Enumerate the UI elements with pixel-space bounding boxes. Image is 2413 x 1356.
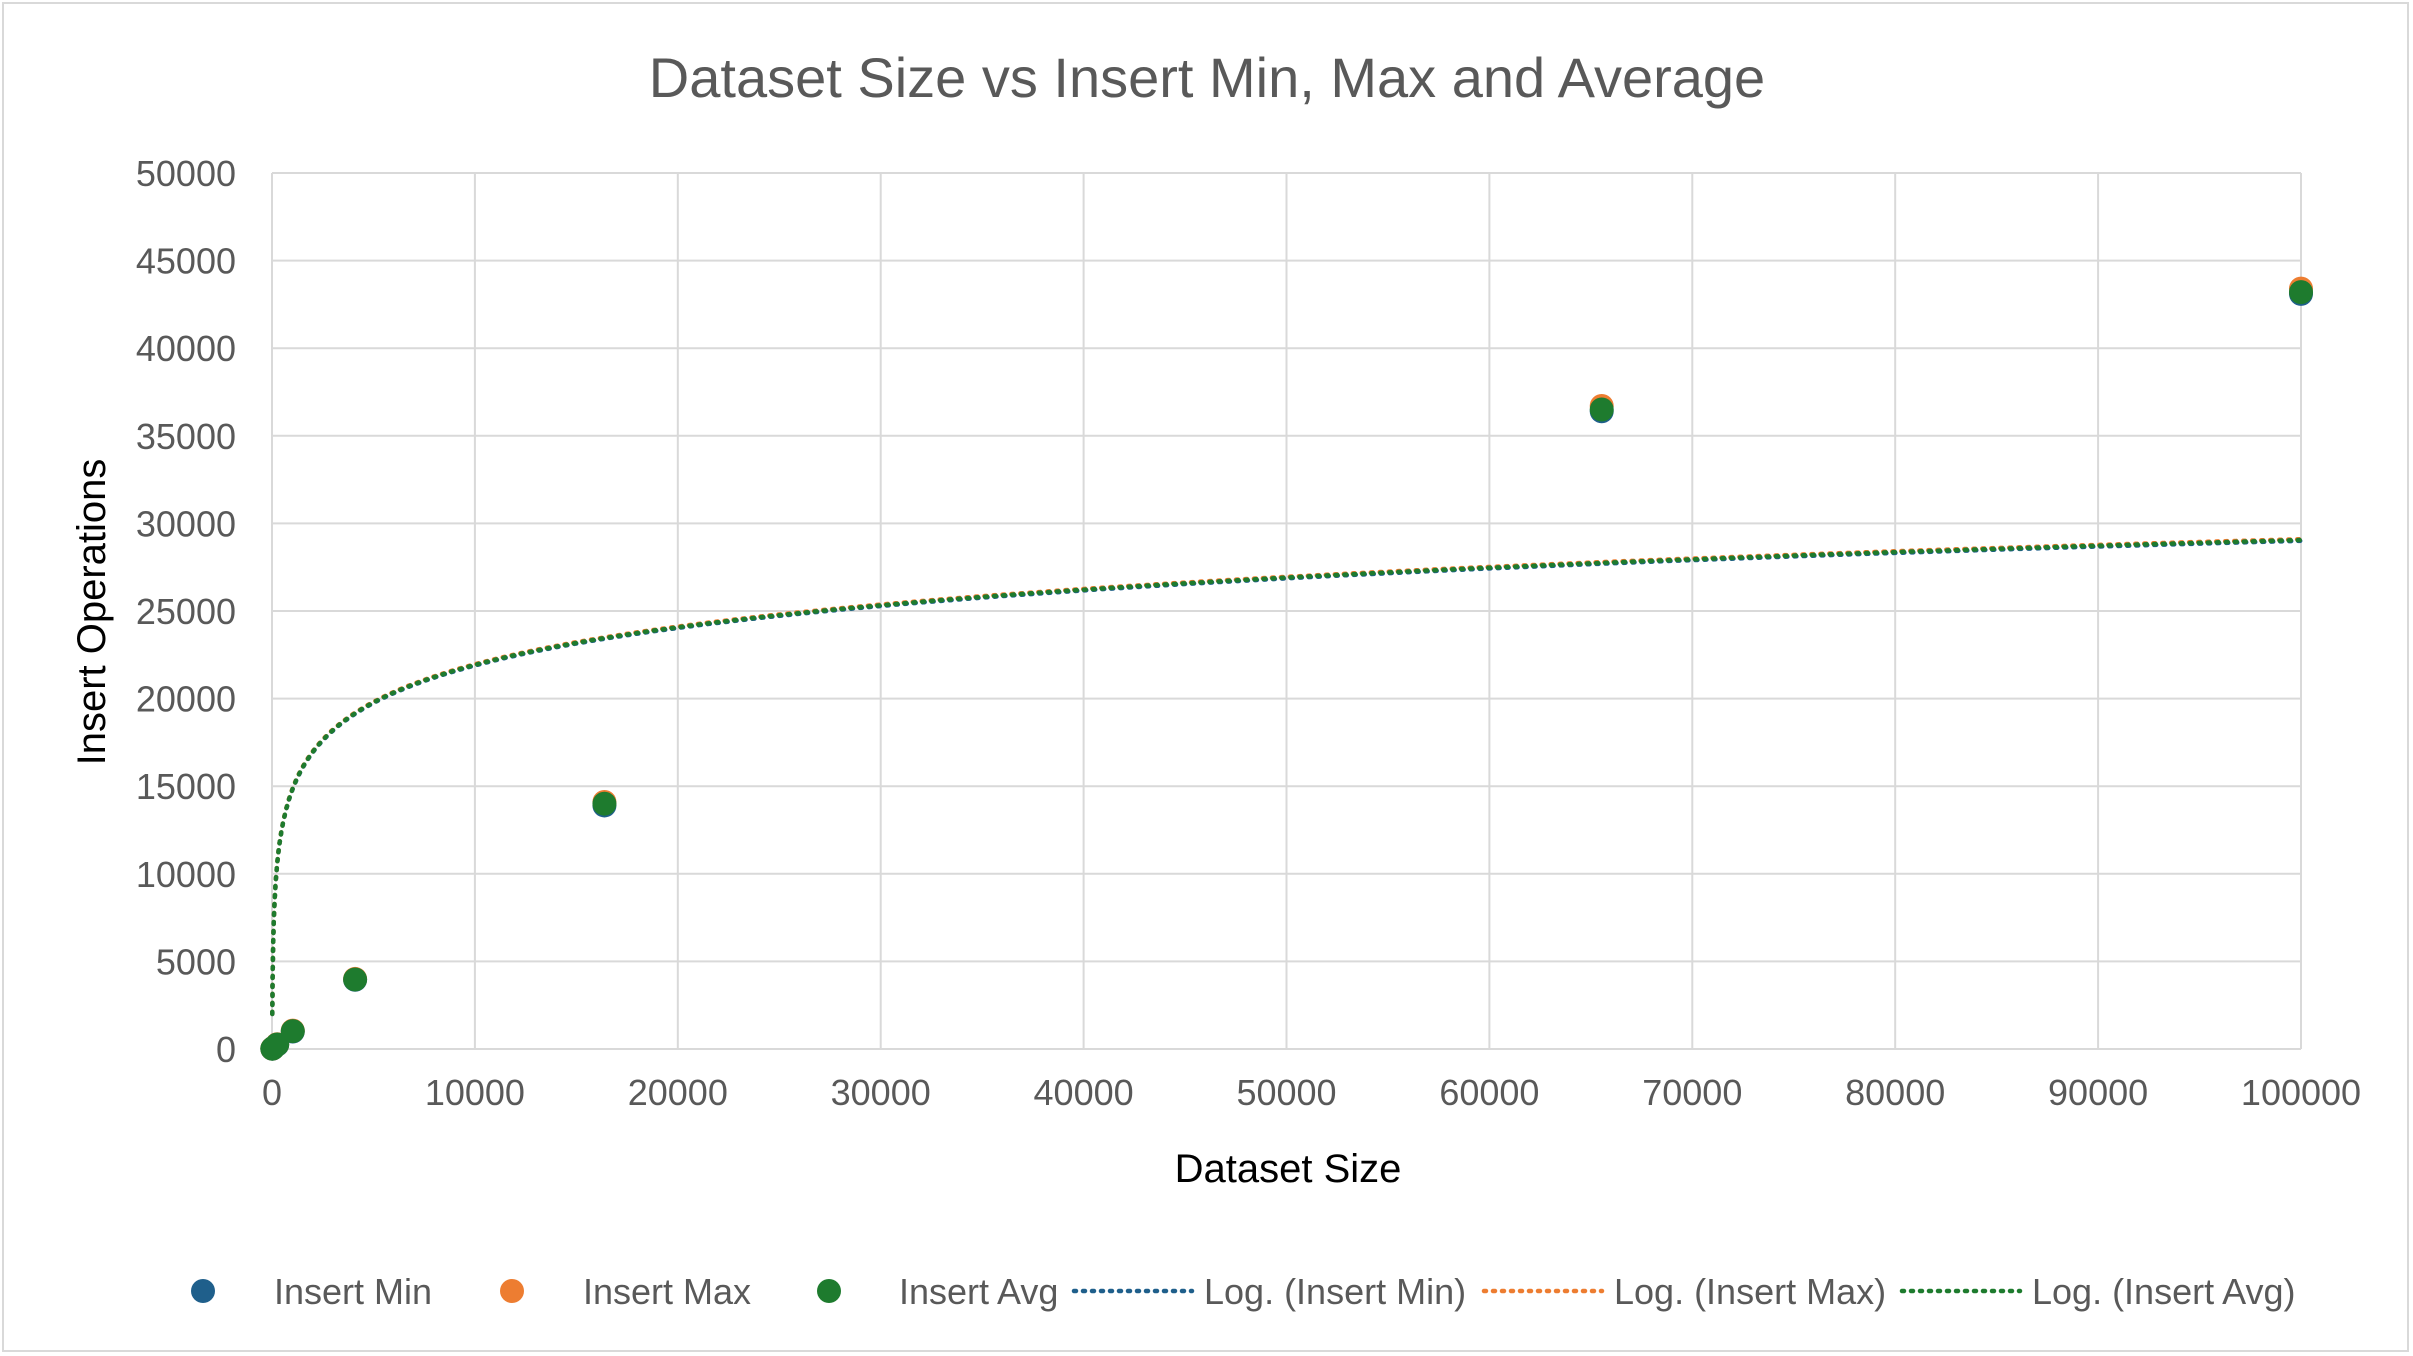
- y-tick-label: 15000: [136, 766, 236, 807]
- y-tick-label: 5000: [156, 941, 236, 982]
- x-tick-label: 0: [262, 1072, 282, 1113]
- y-tick-label: 0: [216, 1029, 236, 1070]
- y-tick-label: 50000: [136, 153, 236, 194]
- x-tick-label: 50000: [1236, 1072, 1336, 1113]
- legend-marker-insert-max: [500, 1279, 524, 1303]
- trendline-log-insert-avg: [270, 537, 2304, 1017]
- y-tick-label: 20000: [136, 679, 236, 720]
- x-tick-label: 30000: [831, 1072, 931, 1113]
- point-insert-avg: [1589, 397, 1614, 422]
- point-insert-avg: [592, 791, 617, 816]
- x-tick-label: 80000: [1845, 1072, 1945, 1113]
- chart-title: Dataset Size vs Insert Min, Max and Aver…: [649, 46, 1765, 109]
- trendlines: [270, 536, 2304, 1017]
- point-insert-avg: [343, 967, 368, 992]
- y-axis-title: Insert Operations: [70, 459, 114, 766]
- y-tick-label: 30000: [136, 503, 236, 544]
- tick-labels: 0 10000 20000 30000 40000 50000 60000 70000 8000…: [136, 153, 2361, 1113]
- x-tick-label: 90000: [2048, 1072, 2148, 1113]
- legend-label-log-insert-avg: Log. (Insert Avg): [2032, 1271, 2295, 1312]
- x-axis-title: Dataset Size: [1175, 1147, 1402, 1191]
- x-tick-label: 20000: [628, 1072, 728, 1113]
- x-tick-label: 70000: [1642, 1072, 1742, 1113]
- x-tick-label: 60000: [1439, 1072, 1539, 1113]
- data-points: [260, 276, 2313, 1061]
- grid: [271, 172, 2302, 1050]
- y-tick-label: 10000: [136, 854, 236, 895]
- point-insert-avg: [265, 1032, 290, 1057]
- legend-label-insert-max: Insert Max: [583, 1271, 751, 1312]
- point-insert-avg: [2289, 280, 2313, 305]
- legend: Insert Min Insert Max Insert Avg Log. (Inse…: [191, 1271, 2295, 1312]
- point-insert-avg: [280, 1019, 305, 1044]
- y-tick-label: 45000: [136, 241, 236, 282]
- legend-marker-insert-avg: [817, 1279, 841, 1303]
- x-tick-label: 10000: [425, 1072, 525, 1113]
- y-tick-label: 35000: [136, 416, 236, 457]
- y-tick-label: 25000: [136, 591, 236, 632]
- legend-marker-insert-min: [191, 1279, 215, 1303]
- chart-svg: Dataset Size vs Insert Min, Max and Aver…: [70, 46, 2361, 1312]
- legend-label-insert-avg: Insert Avg: [899, 1271, 1058, 1312]
- x-tick-label: 100000: [2241, 1072, 2361, 1113]
- y-tick-label: 40000: [136, 328, 236, 369]
- x-tick-label: 40000: [1034, 1072, 1134, 1113]
- legend-label-log-insert-min: Log. (Insert Min): [1204, 1271, 1466, 1312]
- legend-label-insert-min: Insert Min: [274, 1271, 432, 1312]
- legend-label-log-insert-max: Log. (Insert Max): [1614, 1271, 1886, 1312]
